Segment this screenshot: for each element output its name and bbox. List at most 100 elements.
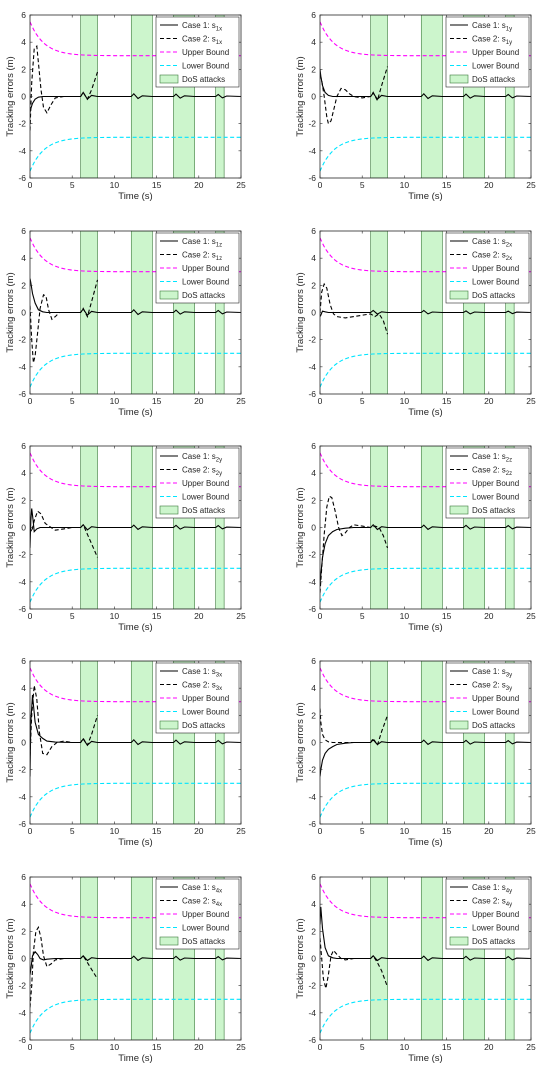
y-tick-label: -6 (308, 1035, 316, 1045)
legend-label: DoS attacks (472, 75, 515, 84)
y-axis-label: Tracking errors (m) (295, 272, 306, 352)
y-tick-label: 6 (21, 10, 26, 20)
y-tick-label: 6 (21, 656, 26, 666)
legend-label: Upper Bound (472, 910, 519, 919)
legend-label: Case 1: s4x (182, 883, 222, 895)
y-tick-label: 4 (21, 37, 26, 47)
y-axis-label: Tracking errors (m) (5, 272, 16, 352)
x-tick-label: 15 (442, 180, 452, 190)
series-line-case-2 (30, 279, 99, 363)
legend-label: Lower Bound (472, 493, 519, 502)
y-tick-label: 0 (21, 92, 26, 102)
series-line-case-2 (320, 708, 389, 747)
legend-swatch-patch (449, 720, 469, 730)
x-axis-label: Time (s) (408, 837, 442, 848)
y-tick-label: 4 (21, 683, 26, 693)
legend-item-4: Lower Bound (160, 62, 229, 71)
x-tick-label: 20 (194, 1042, 204, 1052)
y-tick-label: -4 (18, 362, 26, 372)
y-tick-label: -6 (308, 173, 316, 183)
lower-bound-line (320, 998, 531, 1034)
y-tick-label: 4 (311, 468, 316, 478)
legend-label: Case 1: s2y (182, 452, 222, 464)
y-tick-label: -2 (308, 335, 316, 345)
y-tick-label: 0 (21, 954, 26, 964)
y-axis-label: Tracking errors (m) (295, 918, 306, 998)
legend-item-4: Lower Bound (450, 278, 519, 287)
x-tick-label: 5 (70, 611, 75, 621)
y-axis-label: Tracking errors (m) (5, 918, 16, 998)
x-axis-label: Time (s) (118, 837, 152, 848)
y-tick-label: -2 (18, 550, 26, 560)
y-tick-label: 0 (21, 523, 26, 533)
legend-label-subscript: 3y (506, 686, 512, 692)
y-tick-label: 4 (21, 253, 26, 263)
y-tick-label: 2 (21, 64, 26, 74)
legend-item-4: Lower Bound (450, 62, 519, 71)
x-axis-label: Time (s) (408, 622, 442, 633)
y-tick-label: 2 (311, 280, 316, 290)
x-tick-label: 20 (194, 180, 204, 190)
legend-label-subscript: 1z (216, 256, 222, 262)
subplot-6: 0 5 10 15 20 25 -6 -4 -2 0 2 4 6 Time (s) Tracking err… (295, 441, 536, 633)
series-line-case-1 (30, 950, 241, 975)
y-tick-label: -6 (308, 819, 316, 829)
x-tick-label: 15 (152, 826, 162, 836)
series-line-case-1 (320, 738, 531, 777)
series-line-case-2 (320, 938, 389, 989)
legend-item-1: Case 1: s4x (160, 883, 222, 895)
x-tick-label: 20 (194, 611, 204, 621)
legend-label: Lower Bound (182, 278, 229, 287)
lower-bound-line (30, 352, 241, 388)
legend-item-2: Case 2: s2z (450, 466, 512, 478)
x-tick-label: 10 (400, 826, 410, 836)
legend-label: Case 2: s1x (182, 35, 222, 47)
legend-item-4: Lower Bound (160, 493, 229, 502)
legend-item-3: Upper Bound (450, 479, 519, 488)
legend-item-3: Upper Bound (160, 264, 229, 273)
legend-item-5: DoS attacks (159, 505, 225, 515)
x-tick-label: 25 (526, 180, 536, 190)
y-tick-label: -6 (308, 604, 316, 614)
legend-label: Case 1: s4y (472, 883, 512, 895)
y-tick-label: 0 (311, 738, 316, 748)
legend-label: Case 2: s1z (182, 251, 222, 263)
series-line-case-1 (30, 508, 241, 548)
y-tick-label: 6 (21, 226, 26, 236)
legend-label-subscript: 1y (506, 40, 512, 46)
x-tick-label: 10 (110, 611, 120, 621)
series-line-case-1 (320, 906, 531, 962)
y-tick-label: 0 (311, 523, 316, 533)
legend-label: DoS attacks (472, 937, 515, 946)
legend-label: Case 2: s2y (182, 466, 222, 478)
y-axis-label: Tracking errors (m) (5, 487, 16, 567)
y-tick-label: -2 (308, 550, 316, 560)
legend-item-3: Upper Bound (450, 48, 519, 57)
y-tick-label: 2 (311, 495, 316, 505)
legend-label: Case 2: s3y (472, 681, 512, 693)
x-tick-label: 25 (526, 826, 536, 836)
x-tick-label: 5 (360, 1042, 365, 1052)
x-axis-label: Time (s) (118, 191, 152, 202)
legend-item-3: Upper Bound (160, 694, 229, 703)
x-tick-label: 0 (28, 611, 33, 621)
legend-label: Case 1: s3x (182, 667, 222, 679)
y-tick-label: 6 (311, 656, 316, 666)
y-tick-label: 2 (311, 64, 316, 74)
legend-label: Case 2: s2x (472, 251, 512, 263)
legend-item-3: Upper Bound (160, 48, 229, 57)
legend-label: Lower Bound (472, 62, 519, 71)
x-tick-label: 5 (360, 611, 365, 621)
legend-label-subscript: 2y (216, 458, 222, 464)
series-line-case-2 (30, 685, 99, 757)
legend-label: Upper Bound (182, 264, 229, 273)
legend-item-4: Lower Bound (160, 924, 229, 933)
legend-item-5: DoS attacks (159, 290, 225, 300)
legend-swatch-patch (449, 74, 469, 84)
legend-item-2: Case 2: s3x (160, 681, 222, 692)
legend-label-subscript: 2x (506, 243, 512, 249)
legend-label: Case 2: s2z (472, 466, 512, 478)
x-tick-label: 15 (152, 611, 162, 621)
